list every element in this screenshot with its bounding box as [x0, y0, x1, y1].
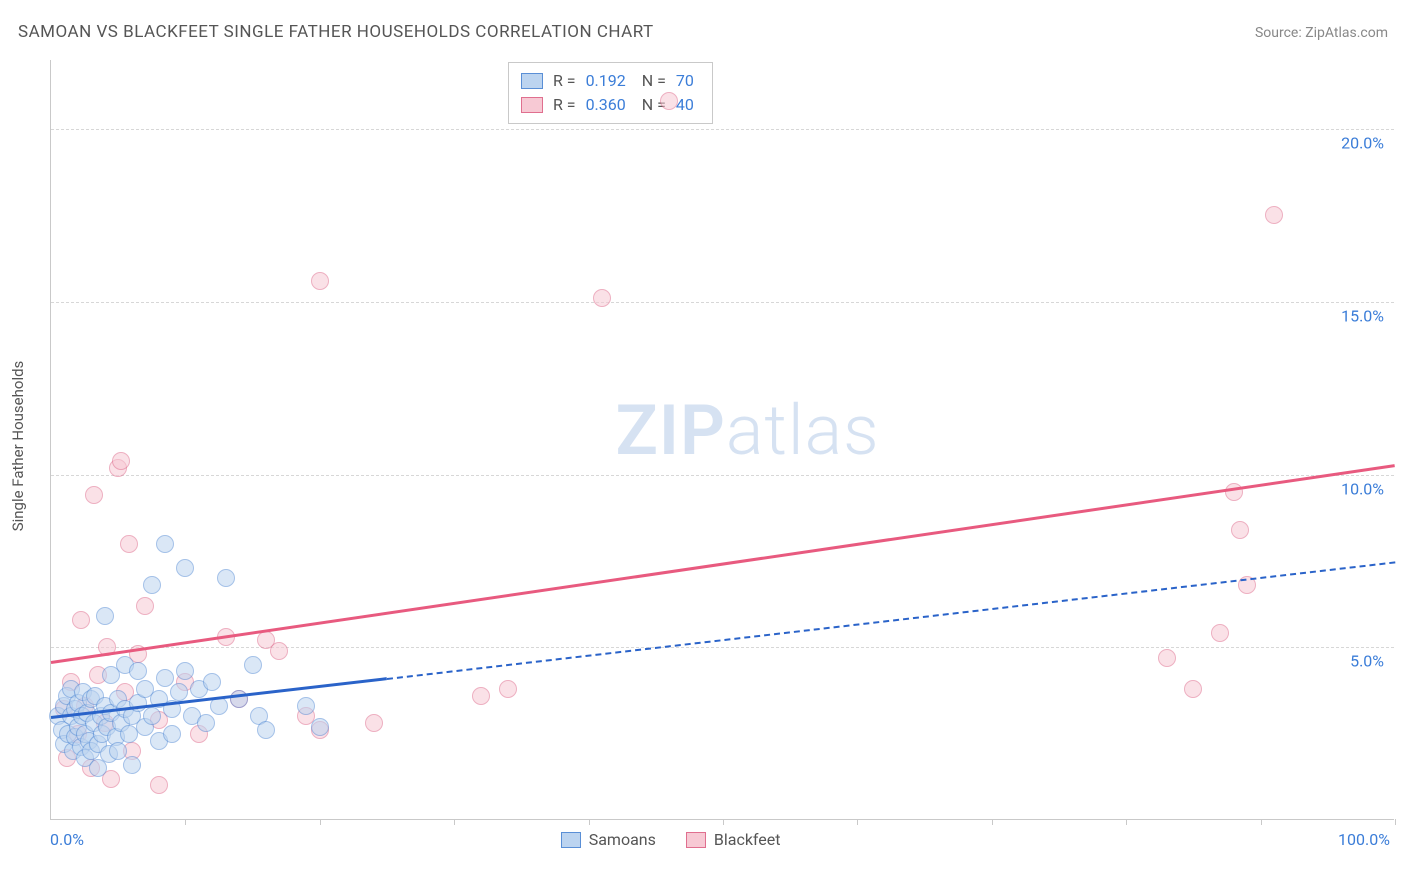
blackfeet-point	[270, 642, 288, 660]
trendline-blackfeet	[51, 464, 1395, 664]
samoans-point	[244, 656, 262, 674]
samoans-point	[311, 718, 329, 736]
header-row: SAMOAN VS BLACKFEET SINGLE FATHER HOUSEH…	[18, 22, 1388, 42]
blackfeet-point	[1184, 680, 1202, 698]
samoans-point	[163, 725, 181, 743]
x-tick	[185, 819, 186, 825]
gridline	[51, 302, 1394, 303]
samoans-point	[129, 662, 147, 680]
blackfeet-point	[136, 597, 154, 615]
y-tick-label: 20.0%	[1341, 134, 1384, 153]
correlation-legend: R = 0.192 N = 70 R = 0.360 N = 40	[508, 62, 713, 124]
chart-title: SAMOAN VS BLACKFEET SINGLE FATHER HOUSEH…	[18, 22, 654, 42]
blackfeet-point	[311, 272, 329, 290]
samoans-point	[176, 662, 194, 680]
y-tick-label: 15.0%	[1341, 306, 1384, 325]
samoans-point	[96, 607, 114, 625]
source-label: Source: ZipAtlas.com	[1255, 25, 1388, 41]
gridline	[51, 129, 1394, 130]
blackfeet-point	[85, 486, 103, 504]
y-axis-label: Single Father Households	[9, 361, 27, 532]
samoans-point	[297, 697, 315, 715]
blackfeet-point	[499, 680, 517, 698]
x-axis-max-label: 100.0%	[1338, 830, 1390, 849]
samoans-point	[156, 535, 174, 553]
x-tick	[1395, 819, 1396, 825]
x-tick	[723, 819, 724, 825]
blackfeet-point	[1211, 624, 1229, 642]
swatch-blackfeet	[521, 97, 543, 113]
samoans-point	[143, 576, 161, 594]
x-tick	[320, 819, 321, 825]
blackfeet-point	[112, 452, 130, 470]
samoans-point	[176, 559, 194, 577]
blackfeet-point	[150, 776, 168, 794]
swatch-samoans	[561, 832, 581, 848]
trendline-samoans-dashed	[387, 561, 1395, 680]
samoans-point	[170, 683, 188, 701]
gridline	[51, 475, 1394, 476]
y-tick-label: 5.0%	[1350, 652, 1384, 671]
plot-area: ZIPatlas R = 0.192 N = 70 R = 0.360 N = …	[50, 60, 1394, 820]
legend-item-blackfeet: Blackfeet	[686, 830, 781, 849]
blackfeet-point	[472, 687, 490, 705]
y-tick-label: 10.0%	[1341, 479, 1384, 498]
blackfeet-point	[120, 535, 138, 553]
blackfeet-point	[1158, 649, 1176, 667]
swatch-blackfeet	[686, 832, 706, 848]
blackfeet-point	[72, 611, 90, 629]
blackfeet-point	[1231, 521, 1249, 539]
blackfeet-point	[660, 92, 678, 110]
x-tick	[992, 819, 993, 825]
blackfeet-point	[365, 714, 383, 732]
samoans-point	[203, 673, 221, 691]
legend-row-samoans: R = 0.192 N = 70	[521, 69, 700, 93]
chart-container: SAMOAN VS BLACKFEET SINGLE FATHER HOUSEH…	[0, 0, 1406, 892]
blackfeet-point	[1265, 206, 1283, 224]
series-legend: Samoans Blackfeet	[561, 830, 781, 849]
samoans-point	[123, 756, 141, 774]
legend-item-samoans: Samoans	[561, 830, 656, 849]
x-tick	[857, 819, 858, 825]
x-tick	[589, 819, 590, 825]
samoans-point	[143, 707, 161, 725]
x-axis-min-label: 0.0%	[50, 830, 84, 849]
samoans-point	[217, 569, 235, 587]
source-link[interactable]: ZipAtlas.com	[1305, 25, 1388, 41]
x-tick	[1261, 819, 1262, 825]
samoans-point	[257, 721, 275, 739]
blackfeet-point	[1225, 483, 1243, 501]
blackfeet-point	[593, 289, 611, 307]
x-tick	[454, 819, 455, 825]
x-tick	[1126, 819, 1127, 825]
watermark: ZIPatlas	[615, 390, 879, 472]
gridline	[51, 647, 1394, 648]
samoans-point	[197, 714, 215, 732]
swatch-samoans	[521, 73, 543, 89]
